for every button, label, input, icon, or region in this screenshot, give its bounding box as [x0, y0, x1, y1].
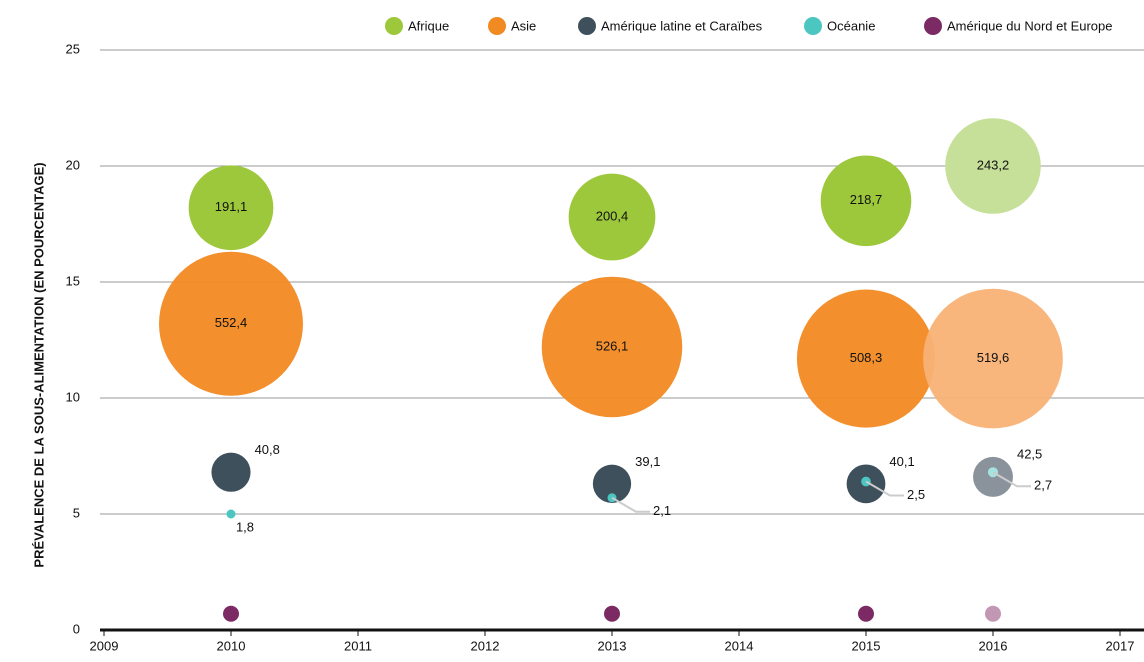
- leader-line: [611, 496, 650, 513]
- bubble-label: 519,6: [977, 350, 1010, 365]
- bubble: [211, 452, 251, 492]
- bubble-label: 40,8: [255, 442, 280, 457]
- bubble-label: 2,5: [907, 487, 925, 502]
- bubble-label: 39,1: [635, 454, 660, 469]
- bubble-label: 200,4: [596, 208, 629, 223]
- bubble-label: 191,1: [215, 199, 248, 214]
- bubble: [985, 605, 1001, 622]
- leader-line: [865, 480, 904, 497]
- x-tick-label: 2011: [344, 638, 372, 653]
- legend-label: Asie: [511, 18, 536, 33]
- legend-swatch: [578, 17, 596, 35]
- bubble: [592, 464, 632, 503]
- x-tick-label: 2010: [217, 638, 246, 653]
- x-tick-label: 2013: [598, 638, 627, 653]
- legend-label: Afrique: [408, 18, 449, 33]
- bubble-label: 552,4: [215, 315, 248, 330]
- legend-label: Amérique du Nord et Europe: [947, 18, 1112, 33]
- bubble: [568, 173, 656, 261]
- y-tick-label: 10: [66, 389, 80, 404]
- bubble: [820, 155, 912, 247]
- bubble: [796, 289, 936, 428]
- y-tick-label: 25: [66, 41, 80, 56]
- legend-swatch: [804, 17, 822, 35]
- y-tick-label: 5: [73, 505, 80, 520]
- bubble: [159, 251, 303, 396]
- x-tick-label: 2015: [852, 638, 881, 653]
- y-tick-label: 15: [66, 273, 80, 288]
- x-tick-label: 2016: [979, 638, 1008, 653]
- bubble-label: 42,5: [1017, 446, 1042, 461]
- bubble: [223, 605, 239, 622]
- x-tick-label: 2012: [471, 638, 500, 653]
- bubble-label: 40,1: [889, 454, 914, 469]
- bubble: [945, 118, 1041, 214]
- bubble-label: 1,8: [236, 519, 254, 534]
- bubble: [226, 509, 236, 519]
- bubble-label: 2,1: [653, 503, 671, 518]
- x-tick-label: 2009: [90, 638, 119, 653]
- bubble: [923, 288, 1063, 429]
- bubble-label: 508,3: [850, 350, 883, 365]
- y-tick-label: 0: [73, 621, 80, 636]
- bubble: [541, 276, 683, 418]
- legend-label: Amérique latine et Caraïbes: [601, 18, 763, 33]
- bubble: [604, 605, 620, 622]
- y-tick-label: 20: [66, 157, 80, 172]
- leader-line: [992, 471, 1031, 488]
- legend-swatch: [385, 17, 403, 35]
- bubble-label: 526,1: [596, 338, 629, 353]
- bubble-label: 243,2: [977, 157, 1010, 172]
- x-tick-label: 2014: [725, 638, 754, 653]
- legend-label: Océanie: [827, 18, 875, 33]
- legend-swatch: [488, 17, 506, 35]
- bubble-label: 2,7: [1034, 478, 1052, 493]
- y-axis-label: PRÉVALENCE DE LA SOUS-ALIMENTATION (EN P…: [31, 162, 46, 567]
- bubble: [858, 605, 874, 622]
- x-tick-label: 2017: [1106, 638, 1135, 653]
- bubble: [188, 165, 274, 251]
- bubble-label: 218,7: [850, 192, 883, 207]
- legend-swatch: [924, 17, 942, 35]
